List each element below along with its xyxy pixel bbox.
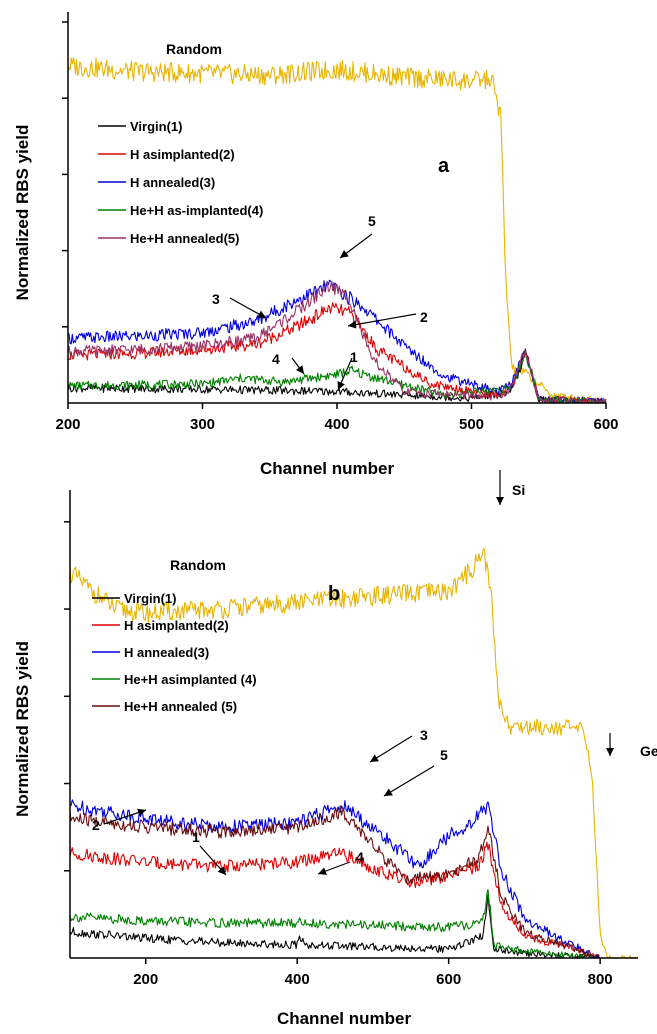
x-tick-label: 600 [436,971,461,988]
panel-label: b [328,583,340,605]
chart-panel-a: 200 300 400 500 600 Channel number Normalized … [13,12,619,478]
legend-entry: H asimplanted(2) [124,618,229,633]
annotation-arrow-head [340,250,349,258]
legend-entry: H asimplanted(2) [130,147,235,162]
annotation-arrow [347,313,417,327]
chart-panel-b: 200 400 600 800 Channel number Normalized RBS… [13,470,657,1028]
annotation-arrow-head [296,365,304,374]
annotation-label: 1 [350,349,358,365]
annotation-arrow-head [337,381,345,390]
series-line-he-h-annealed-5- [69,805,600,959]
legend-entry: He+H annealed (5) [124,699,237,714]
x-tick-label: 400 [285,971,310,988]
panel-label: a [438,155,450,177]
x-axis-title: Channel number [260,459,395,478]
annotation-arrow [383,765,435,797]
series-line-he-h-as-implanted-4- [67,351,607,404]
series-line-virgin-1- [67,348,607,404]
annotation-arrow-head [318,867,327,875]
annotation-label: 2 [420,309,428,325]
annotation-label: Random [166,41,222,57]
annotation-label: Random [170,557,226,573]
legend-entry: Virgin(1) [124,591,177,606]
annotation-label: 5 [440,747,448,763]
x-axis-title: Channel number [277,1009,412,1028]
legend-entry: He+H as-implanted(4) [130,203,263,218]
series-line-virgin-1- [69,894,600,959]
annotation-label: 1 [192,829,200,845]
x-tick-label: 800 [588,971,613,988]
annotation-arrow-head [217,866,226,875]
legend-entry: H annealed(3) [130,175,215,190]
y-axis-title: Normalized RBS yield [13,641,32,817]
annotation-label: 2 [92,817,100,833]
series-line-he-h-annealed-5- [67,280,607,404]
annotation-label: 4 [356,849,364,865]
y-axis-title: Normalized RBS yield [13,125,32,301]
annotation-label: 5 [368,213,376,229]
annotation-label: 3 [420,727,428,743]
series-line-random [69,547,639,959]
x-tick-label: 500 [459,416,484,433]
annotation-label: Ge [640,743,657,759]
series-line-h-asimplanted-2- [69,841,600,959]
x-tick-label: 600 [593,416,618,433]
annotation-arrow-head [257,310,266,318]
annotation-arrow-head [496,497,504,505]
x-tick-label: 200 [133,971,158,988]
annotation-arrow [369,735,413,763]
series-line-h-annealed-3- [69,799,600,959]
annotation-label: Si [512,482,525,498]
annotation-label: 3 [212,291,220,307]
legend-entry: H annealed(3) [124,645,209,660]
annotation-arrow-head [348,320,357,329]
legend-entry: Virgin(1) [130,119,183,134]
annotation-arrow-head [137,808,146,817]
legend-entry: He+H asimplanted (4) [124,672,257,687]
annotation-arrow-head [606,748,614,756]
series-line-he-h-asimplanted-4- [69,888,600,959]
x-tick-label: 200 [55,416,80,433]
x-tick-label: 400 [324,416,349,433]
annotation-arrow-head [384,788,393,796]
annotation-arrow-head [370,754,379,762]
x-tick-label: 300 [190,416,215,433]
legend-entry: He+H annealed(5) [130,231,239,246]
annotation-label: 4 [272,351,280,367]
